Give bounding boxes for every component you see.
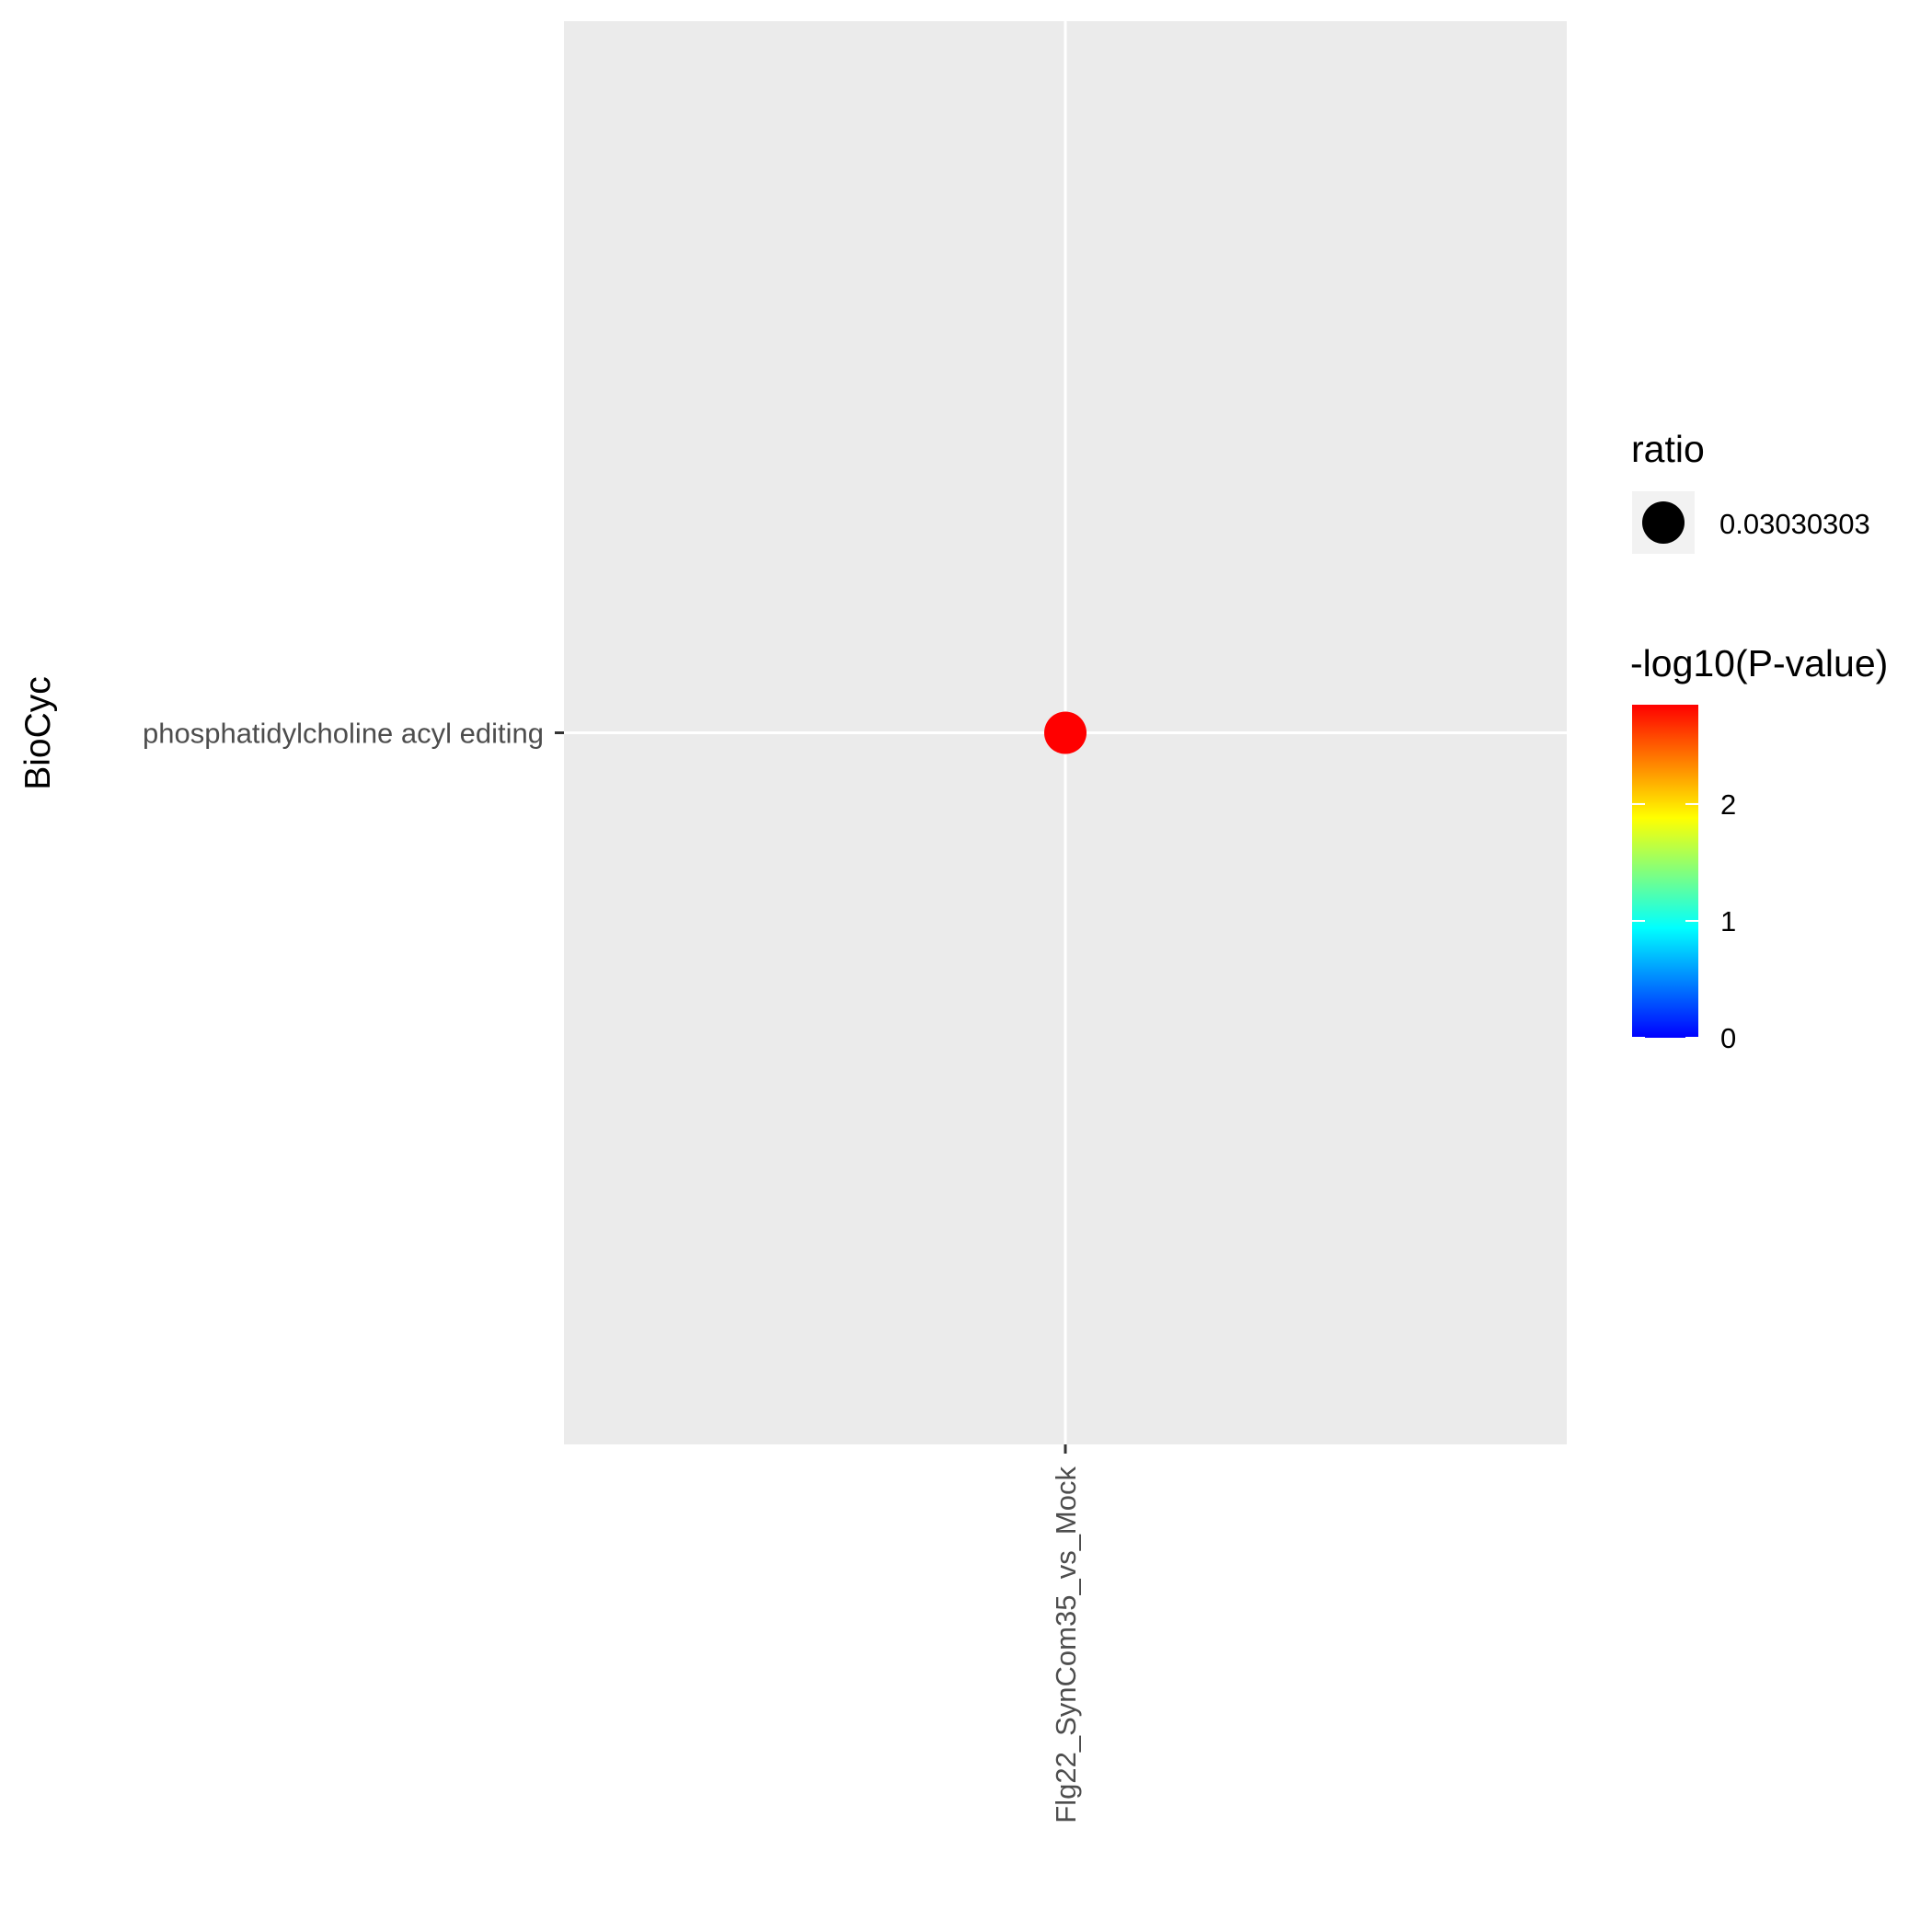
size-legend-title: ratio <box>1631 428 1705 470</box>
color-bar-tick-label: 1 <box>1720 905 1736 937</box>
color-legend: -log10(P-value) 0 1 2 <box>1630 642 1888 1054</box>
y-axis-title: BioCyc <box>18 676 58 790</box>
data-points <box>1044 711 1087 754</box>
size-legend-label: 0.03030303 <box>1719 508 1870 540</box>
color-legend-title: -log10(P-value) <box>1630 642 1888 684</box>
data-point <box>1044 711 1087 754</box>
y-axis-tick-labels: phosphatidylcholine acyl editing <box>143 718 544 750</box>
color-bar-ticks: 0 1 2 <box>1632 788 1736 1054</box>
size-legend: ratio 0.03030303 <box>1631 428 1870 554</box>
y-tick-label: phosphatidylcholine acyl editing <box>143 718 544 750</box>
size-legend-symbol <box>1642 501 1685 544</box>
color-bar-tick-label: 2 <box>1720 788 1736 821</box>
x-tick-label: Flg22_SynCom35_vs_Mock <box>1050 1466 1082 1823</box>
color-bar-tick-label: 0 <box>1720 1022 1736 1054</box>
x-axis-tick-labels: Flg22_SynCom35_vs_Mock <box>1050 1466 1082 1823</box>
axis-ticks <box>555 731 1067 1454</box>
color-bar <box>1632 705 1698 1038</box>
